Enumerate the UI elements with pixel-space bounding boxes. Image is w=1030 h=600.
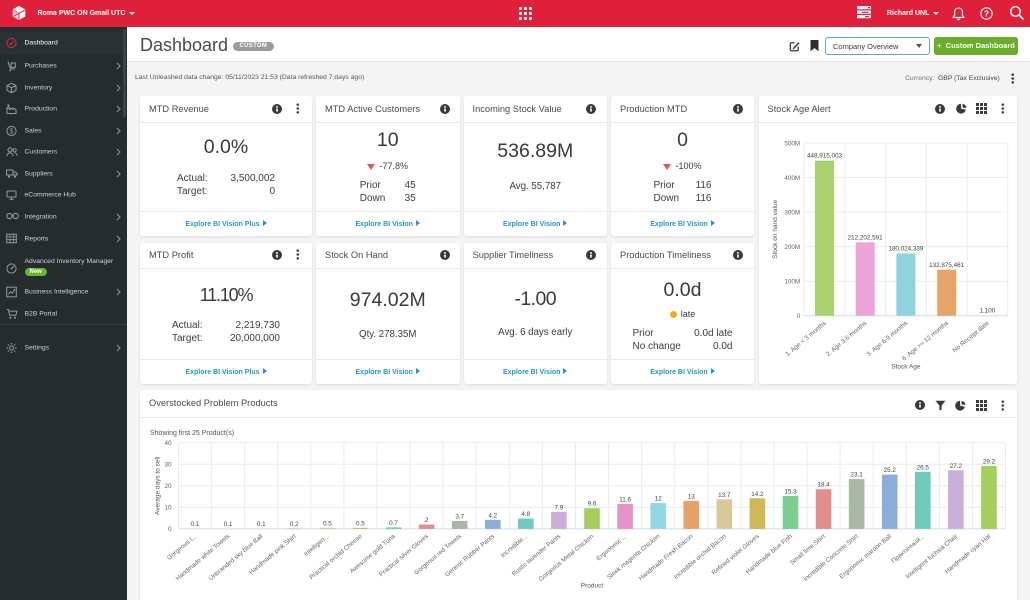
svg-text:29.2: 29.2 [983,458,996,465]
svg-text:?: ? [984,8,989,18]
svg-text:Stock on hand value: Stock on hand value [772,199,779,258]
svg-text:300M: 300M [784,209,800,216]
svg-text:13.7: 13.7 [718,491,731,498]
svg-text:9.6: 9.6 [588,500,597,507]
svg-text:11.6: 11.6 [619,496,631,503]
svg-text:4.8: 4.8 [521,511,530,518]
svg-text:0: 0 [796,313,800,320]
svg-text:Intelligen...: Intelligen... [303,532,331,557]
svg-text:0.5: 0.5 [356,520,365,527]
svg-text:132,875,461: 132,875,461 [929,261,965,268]
svg-text:30: 30 [164,461,172,468]
svg-text:20: 20 [164,483,172,490]
svg-text:Product: Product [581,582,604,589]
svg-text:Stock Age: Stock Age [891,363,921,370]
svg-text:15.3: 15.3 [784,488,797,495]
svg-text:Showing first 25 Product(s): Showing first 25 Product(s) [150,430,234,437]
svg-text:4.2: 4.2 [488,512,497,519]
svg-text:12: 12 [655,495,663,502]
svg-text:Average days to sell: Average days to sell [155,456,162,515]
svg-text:26.5: 26.5 [917,464,930,471]
svg-text:7.9: 7.9 [555,504,564,511]
svg-text:$: $ [9,129,13,136]
svg-text:18.4: 18.4 [817,481,830,488]
svg-text:100M: 100M [784,278,800,285]
svg-text:10: 10 [164,504,172,511]
svg-text:448,915,003: 448,915,003 [806,152,842,159]
svg-text:13: 13 [688,493,696,500]
svg-text:0: 0 [168,526,172,533]
svg-text:14.2: 14.2 [751,490,764,497]
svg-text:2. Age 3-6 months: 2. Age 3-6 months [824,319,868,357]
svg-text:180,024,339: 180,024,339 [888,245,924,252]
svg-text:1,100: 1,100 [979,307,995,314]
svg-text:400M: 400M [784,174,800,181]
svg-text:0.1: 0.1 [224,521,233,528]
svg-text:Ergonomic ...: Ergonomic ... [595,532,628,561]
svg-text:3.7: 3.7 [455,513,464,520]
svg-text:Incredible...: Incredible... [500,532,530,558]
svg-text:3. Age 6-9 months: 3. Age 6-9 months [865,319,909,357]
svg-text:Handmade Fresh Bacon: Handmade Fresh Bacon [638,532,695,582]
svg-text:0.7: 0.7 [389,519,398,526]
svg-text:No Receipt date: No Receipt date [951,319,990,354]
svg-text:Практичный...: Практичный... [890,532,927,565]
svg-text:0.5: 0.5 [323,520,332,527]
svg-text:200M: 200M [784,243,800,250]
svg-text:0.1: 0.1 [257,521,266,528]
svg-text:40: 40 [164,440,172,447]
svg-text:Unbranded sky blue Ball: Unbranded sky blue Ball [208,533,265,582]
svg-text:Incredible Concrete Shirt: Incredible Concrete Shirt [802,532,860,582]
svg-text:1. Age < 3 months: 1. Age < 3 months [784,319,828,357]
svg-text:2: 2 [425,517,429,524]
svg-text:212,202,591: 212,202,591 [847,234,883,241]
svg-text:27.2: 27.2 [950,462,963,469]
svg-text:Handmade white Towels: Handmade white Towels [175,533,232,582]
svg-text:0.1: 0.1 [191,521,200,528]
svg-text:25.2: 25.2 [884,467,897,474]
svg-text:Gorgeous t...: Gorgeous t... [166,532,199,561]
svg-text:500M: 500M [784,140,800,147]
svg-text:0.2: 0.2 [290,521,299,528]
svg-text:Gorgeous Metal Chicken: Gorgeous Metal Chicken [538,532,596,582]
svg-text:6. Age >= 12 months: 6. Age >= 12 months [900,319,949,362]
svg-text:23.1: 23.1 [850,471,863,478]
